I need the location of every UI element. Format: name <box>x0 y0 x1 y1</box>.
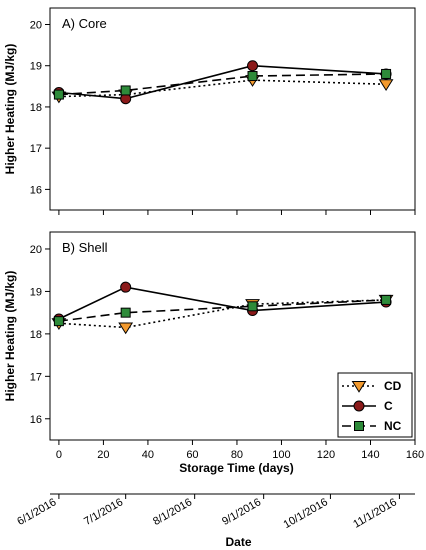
y-tick-label: 20 <box>30 19 42 31</box>
y-axis-title: Higher Heating (MJ/kg) <box>3 271 17 402</box>
point-nc <box>247 71 258 82</box>
legend-marker-nc <box>354 421 364 431</box>
panel-label: A) Core <box>62 16 107 31</box>
date-tick-label: 9/1/2016 <box>220 496 263 528</box>
y-tick-label: 20 <box>30 244 42 256</box>
x-tick-label: 0 <box>56 449 62 461</box>
legend-marker-c <box>353 400 365 412</box>
plot-frame <box>49 7 416 211</box>
x-tick-label: 80 <box>231 449 243 461</box>
date-axis-title: Date <box>225 535 251 549</box>
x-tick-label: 60 <box>186 449 198 461</box>
point-nc <box>381 68 392 79</box>
point-nc <box>53 316 64 327</box>
y-tick-label: 19 <box>30 61 42 73</box>
x-tick-label: 160 <box>406 449 424 461</box>
x-tick-label: 20 <box>97 449 109 461</box>
point-nc <box>120 85 131 96</box>
x-axis-title: Storage Time (days) <box>179 461 293 475</box>
series-line-nc <box>58 73 387 96</box>
x-tick-label: 40 <box>142 449 154 461</box>
point-c <box>120 281 132 293</box>
y-tick-label: 16 <box>30 184 42 196</box>
point-c <box>247 60 259 72</box>
point-nc <box>381 294 392 305</box>
series-line-cd <box>58 299 387 329</box>
point-nc <box>247 301 258 312</box>
series-line-c <box>58 286 387 320</box>
y-tick-label: 19 <box>30 286 42 298</box>
legend-marker-cd <box>351 380 367 393</box>
date-tick-label: 11/1/2016 <box>351 496 399 530</box>
x-tick-label: 100 <box>272 449 290 461</box>
legend-label-c: C <box>384 399 393 413</box>
point-nc <box>120 307 131 318</box>
legend-label-cd: CD <box>384 379 402 393</box>
point-nc <box>53 89 64 100</box>
point-cd <box>378 79 394 92</box>
y-tick-label: 18 <box>30 329 42 341</box>
point-cd <box>118 322 134 335</box>
series-line-nc <box>58 299 387 322</box>
date-tick-label: 7/1/2016 <box>82 496 125 528</box>
x-tick-label: 140 <box>361 449 379 461</box>
y-tick-label: 18 <box>30 102 42 114</box>
date-tick-label: 10/1/2016 <box>282 496 330 531</box>
panel-core: 16 17 18 19 20 Higher Heating (MJ/kg) A) Core <box>3 7 416 215</box>
y-tick-label: 16 <box>30 414 42 426</box>
plot-frame <box>49 231 416 441</box>
panel-label: B) Shell <box>62 240 108 255</box>
legend-label-nc: NC <box>384 419 402 433</box>
x-tick-label: 120 <box>317 449 335 461</box>
date-tick-label: 8/1/2016 <box>151 496 194 528</box>
series-line-cd <box>58 79 387 98</box>
y-tick-label: 17 <box>30 143 42 155</box>
date-axis: 6/1/2016 7/1/2016 8/1/2016 9/1/2016 10/1/201… <box>15 493 415 549</box>
date-tick-label: 6/1/2016 <box>15 496 58 528</box>
panel-shell: 16 17 18 19 20 Higher Heating (MJ/kg) B) Shell… <box>3 231 424 475</box>
series-line-c <box>58 64 387 100</box>
y-axis-title: Higher Heating (MJ/kg) <box>3 44 17 175</box>
y-tick-label: 17 <box>30 371 42 383</box>
